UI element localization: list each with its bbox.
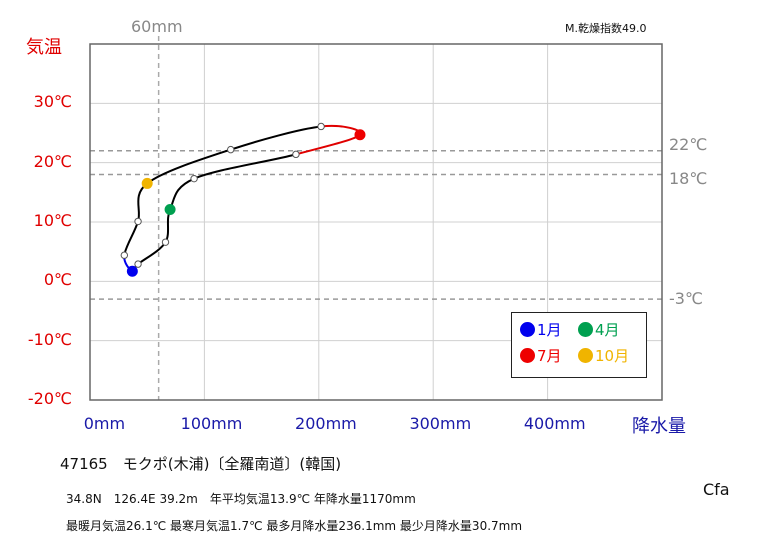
month-point (161, 238, 170, 246)
y-axis-label: 気温 (26, 37, 62, 58)
reference-lines (90, 36, 662, 400)
legend-item: 1月 (520, 319, 562, 340)
month-point (134, 260, 142, 268)
month-segment (169, 177, 195, 210)
station-name: 47165 モクポ(木浦)〔全羅南道〕(韓国) (60, 455, 342, 473)
aridity-index: M.乾燥指数49.0 (565, 22, 647, 35)
month-segment (230, 125, 322, 151)
month-point-highlight (126, 265, 138, 277)
legend-item: 4月 (578, 319, 620, 340)
month-point (120, 251, 129, 259)
month-point (190, 174, 198, 183)
y-tick-label: 0℃ (43, 270, 72, 290)
legend-dot (578, 322, 593, 337)
month-segment (146, 148, 232, 185)
month-point (292, 150, 300, 159)
hline-label: 22℃ (669, 134, 708, 154)
info-line-2: 最暖月気温26.1℃ 最寒月気温1.7℃ 最多月降水量236.1mm 最少月降水… (66, 519, 523, 533)
month-points (120, 122, 366, 277)
plot-frame (89, 43, 663, 401)
legend-label: 1月 (537, 321, 562, 339)
month-point-highlight (164, 204, 176, 216)
hline-label: -3℃ (669, 289, 703, 309)
legend-label: 10月 (595, 347, 630, 365)
info-line-1: 34.8N 126.4E 39.2m 年平均気温13.9℃ 年降水量1170mm (66, 492, 416, 506)
legend-dot (578, 348, 593, 363)
x-tick-label: 0mm (83, 414, 126, 433)
legend-dot (520, 348, 535, 363)
x-tick-label: 400mm (523, 414, 586, 433)
y-tick-label: 10℃ (33, 211, 72, 230)
month-segment (137, 182, 148, 222)
y-tick-label: -10℃ (27, 329, 72, 349)
y-tick-label: 20℃ (33, 151, 72, 171)
month-point-highlight (354, 129, 366, 141)
month-segment (193, 153, 297, 180)
legend-label: 7月 (537, 347, 562, 365)
legend-label: 4月 (595, 321, 620, 339)
legend-item: 10月 (578, 345, 629, 366)
legend: 1月 4月 7月 10月 (511, 312, 647, 378)
y-tick-label: -20℃ (27, 389, 72, 408)
climate-path (123, 124, 362, 273)
legend-dot (520, 322, 535, 337)
vref-label: 60mm (131, 17, 183, 36)
legend-item: 7月 (520, 345, 562, 366)
x-tick-label: 100mm (180, 414, 243, 433)
x-axis-label: 降水量 (632, 416, 686, 437)
climate-class: Cfa (703, 480, 730, 499)
x-tick-label: 300mm (409, 414, 472, 433)
grid (90, 44, 662, 400)
x-tick-label: 200mm (295, 414, 357, 433)
month-segment (320, 124, 362, 136)
month-point-highlight (141, 177, 153, 189)
hline-label: 18℃ (669, 168, 708, 188)
month-segment (123, 221, 140, 256)
month-point (227, 145, 235, 154)
month-segment (137, 241, 167, 265)
month-point (317, 122, 325, 131)
month-point (134, 217, 142, 226)
y-tick-label: 30℃ (33, 92, 72, 112)
